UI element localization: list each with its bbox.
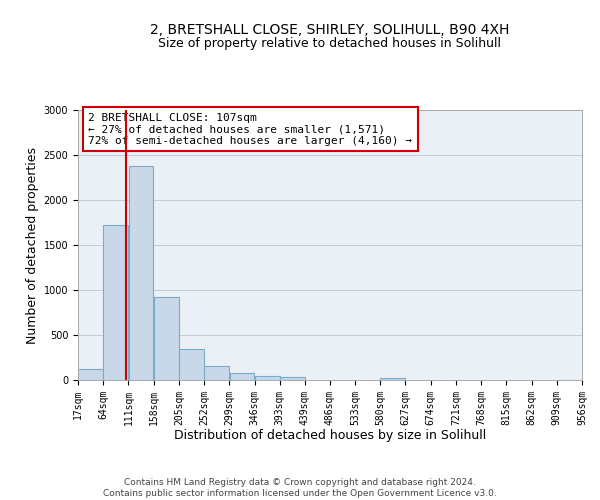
Y-axis label: Number of detached properties: Number of detached properties (26, 146, 40, 344)
Bar (380, 378, 405, 380)
X-axis label: Distribution of detached houses by size in Solihull: Distribution of detached houses by size … (174, 429, 486, 442)
Bar (128, 166, 154, 380)
Bar (179, 348, 204, 380)
Text: Contains HM Land Registry data © Crown copyright and database right 2024.
Contai: Contains HM Land Registry data © Crown c… (103, 478, 497, 498)
Text: 2, BRETSHALL CLOSE, SHIRLEY, SOLIHULL, B90 4XH: 2, BRETSHALL CLOSE, SHIRLEY, SOLIHULL, B… (151, 22, 509, 36)
Bar (230, 373, 254, 380)
Bar (205, 366, 229, 380)
Bar (78, 369, 103, 380)
Text: 2 BRETSHALL CLOSE: 107sqm
← 27% of detached houses are smaller (1,571)
72% of se: 2 BRETSHALL CLOSE: 107sqm ← 27% of detac… (88, 112, 412, 146)
Text: Size of property relative to detached houses in Solihull: Size of property relative to detached ho… (158, 38, 502, 51)
Bar (255, 376, 280, 380)
Bar (103, 225, 128, 380)
Bar (154, 297, 179, 380)
Bar (280, 378, 305, 380)
